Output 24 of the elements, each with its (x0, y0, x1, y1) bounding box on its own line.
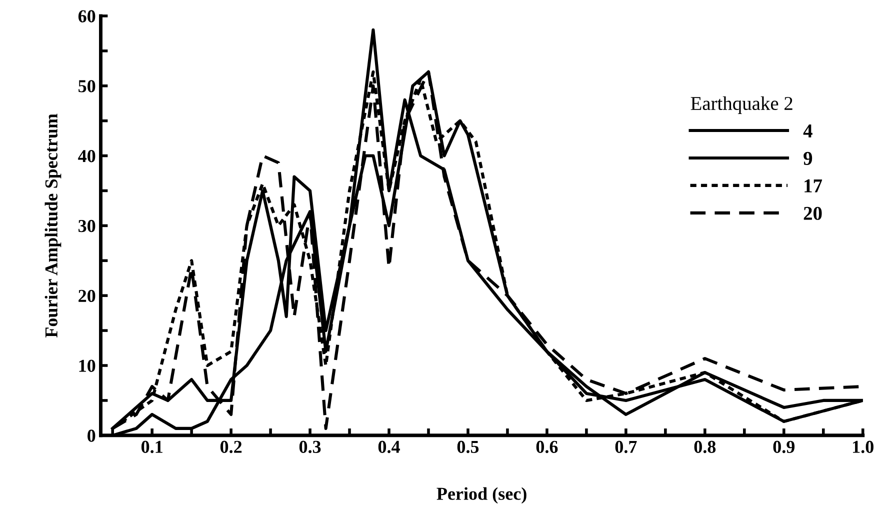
x-tick-label: 1.0 (853, 440, 874, 454)
x-tick-label: 0.3 (299, 440, 321, 454)
x-tick-label: 0.8 (694, 440, 716, 454)
x-tick-label: 0.4 (378, 440, 400, 454)
y-tick-label: 50 (78, 80, 96, 92)
x-tick-label: 0.1 (141, 440, 162, 454)
x-axis-title: Period (sec) (436, 487, 526, 504)
y-tick-label: 0 (88, 430, 96, 442)
legend-label: 20 (804, 206, 822, 220)
y-tick-label: 10 (79, 360, 96, 372)
y-tick-label: 60 (78, 10, 96, 22)
legend-label: 17 (804, 179, 822, 192)
y-tick-label: 20 (78, 290, 96, 302)
x-tick-label: 0.6 (536, 440, 558, 454)
x-tick-label: 0.5 (457, 440, 479, 454)
x-tick-label: 0.2 (220, 440, 242, 454)
x-tick-label: 0.9 (773, 440, 795, 454)
y-tick-label: 40 (78, 150, 96, 162)
x-tick-label: 0.7 (615, 440, 637, 454)
y-axis-title: Fourier Amplitude Spectrum (44, 114, 62, 338)
legend-label: 9 (804, 152, 812, 165)
legend-label: 4 (803, 124, 812, 138)
y-tick-label: 30 (78, 220, 96, 232)
legend-title: Earthquake 2 (690, 96, 792, 114)
